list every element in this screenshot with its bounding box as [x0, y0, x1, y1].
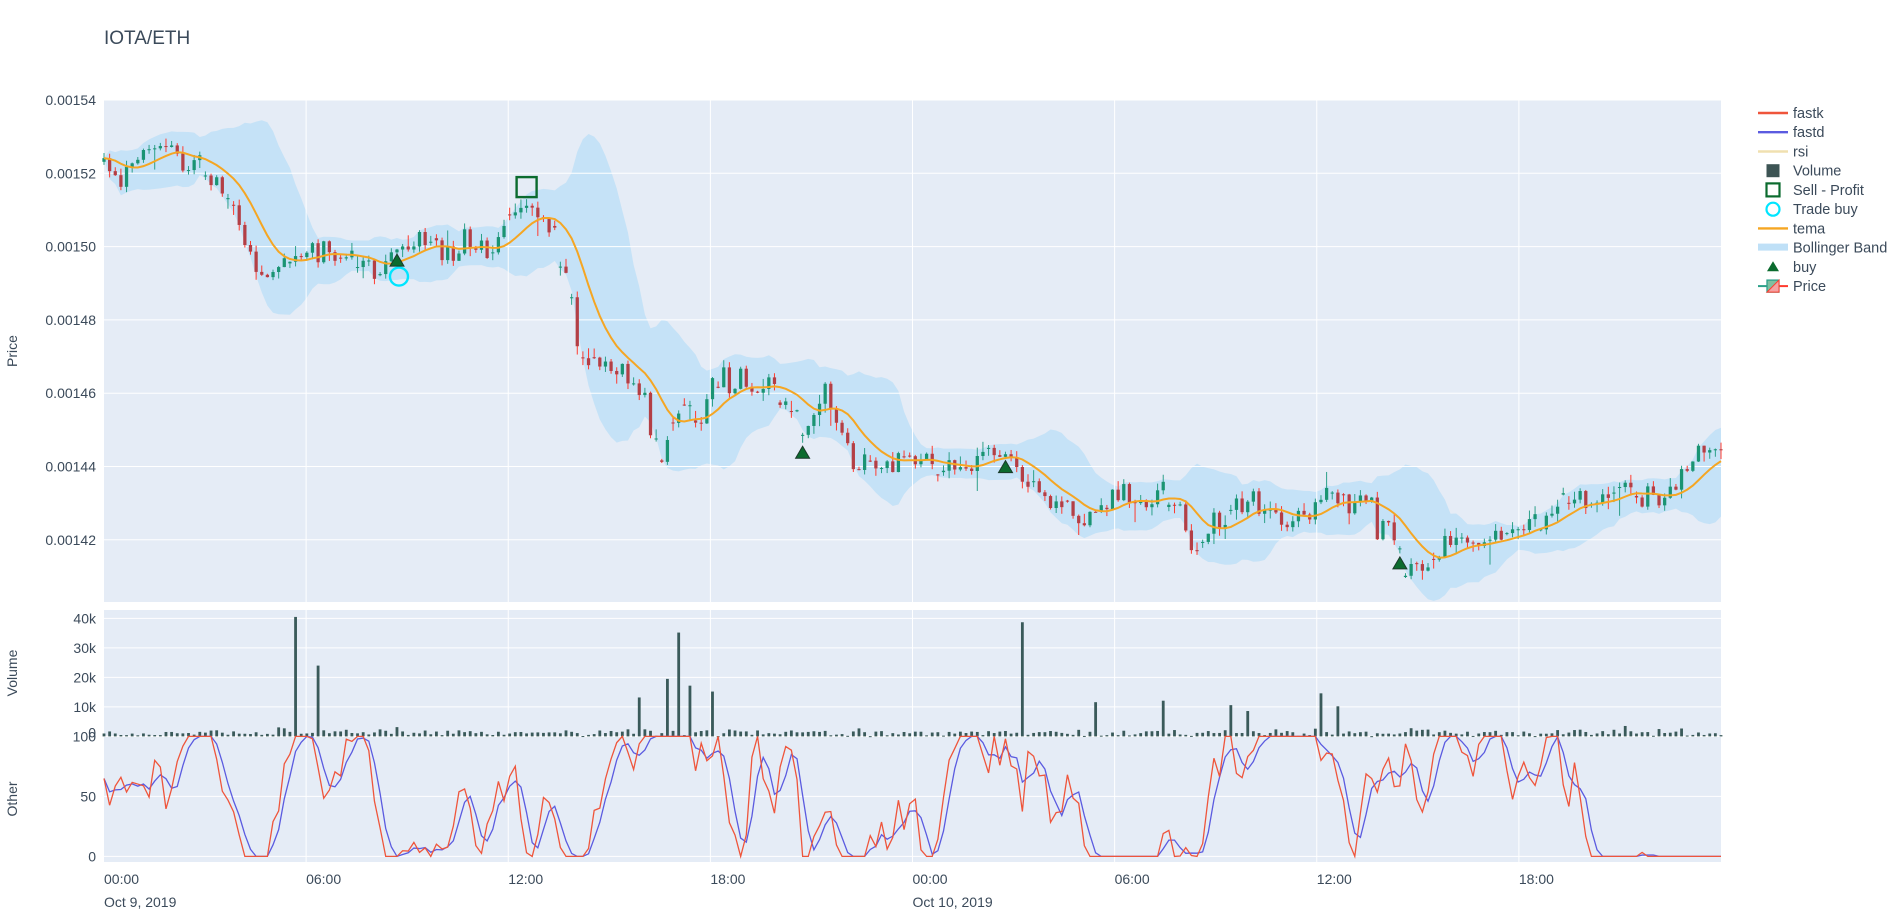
svg-text:0.00154: 0.00154 [45, 92, 96, 108]
svg-text:00:00: 00:00 [104, 871, 139, 887]
svg-text:20k: 20k [73, 669, 97, 685]
svg-text:12:00: 12:00 [1317, 871, 1352, 887]
svg-text:Bollinger Band: Bollinger Band [1793, 241, 1887, 257]
svg-text:Oct 9, 2019: Oct 9, 2019 [104, 894, 177, 909]
svg-text:18:00: 18:00 [1519, 871, 1554, 887]
svg-text:0.00144: 0.00144 [45, 459, 96, 475]
svg-text:40k: 40k [73, 610, 97, 626]
svg-text:06:00: 06:00 [306, 871, 341, 887]
svg-text:0.00150: 0.00150 [45, 239, 96, 255]
svg-text:rsi: rsi [1793, 145, 1808, 161]
svg-text:0.00152: 0.00152 [45, 165, 96, 181]
svg-text:Other: Other [4, 781, 20, 816]
svg-text:tema: tema [1793, 221, 1826, 237]
svg-text:Price: Price [1793, 279, 1826, 295]
svg-text:Trade buy: Trade buy [1793, 202, 1858, 218]
svg-text:06:00: 06:00 [1115, 871, 1150, 887]
svg-text:0.00148: 0.00148 [45, 312, 96, 328]
svg-text:50: 50 [80, 788, 96, 804]
svg-text:Price: Price [4, 335, 20, 367]
svg-text:30k: 30k [73, 640, 97, 656]
svg-text:Volume: Volume [4, 649, 20, 696]
svg-text:0.00142: 0.00142 [45, 532, 96, 548]
svg-text:0: 0 [88, 724, 96, 740]
svg-text:fastd: fastd [1793, 125, 1824, 141]
svg-text:00:00: 00:00 [913, 871, 948, 887]
svg-text:10k: 10k [73, 699, 97, 715]
svg-text:Sell - Profit: Sell - Profit [1793, 183, 1864, 199]
svg-text:0.00146: 0.00146 [45, 385, 96, 401]
svg-text:Oct 10, 2019: Oct 10, 2019 [913, 894, 993, 909]
svg-text:18:00: 18:00 [710, 871, 745, 887]
svg-text:12:00: 12:00 [508, 871, 543, 887]
svg-text:0: 0 [88, 848, 96, 864]
svg-text:fastk: fastk [1793, 106, 1824, 122]
svg-text:buy: buy [1793, 260, 1817, 276]
svg-text:Volume: Volume [1793, 164, 1841, 180]
